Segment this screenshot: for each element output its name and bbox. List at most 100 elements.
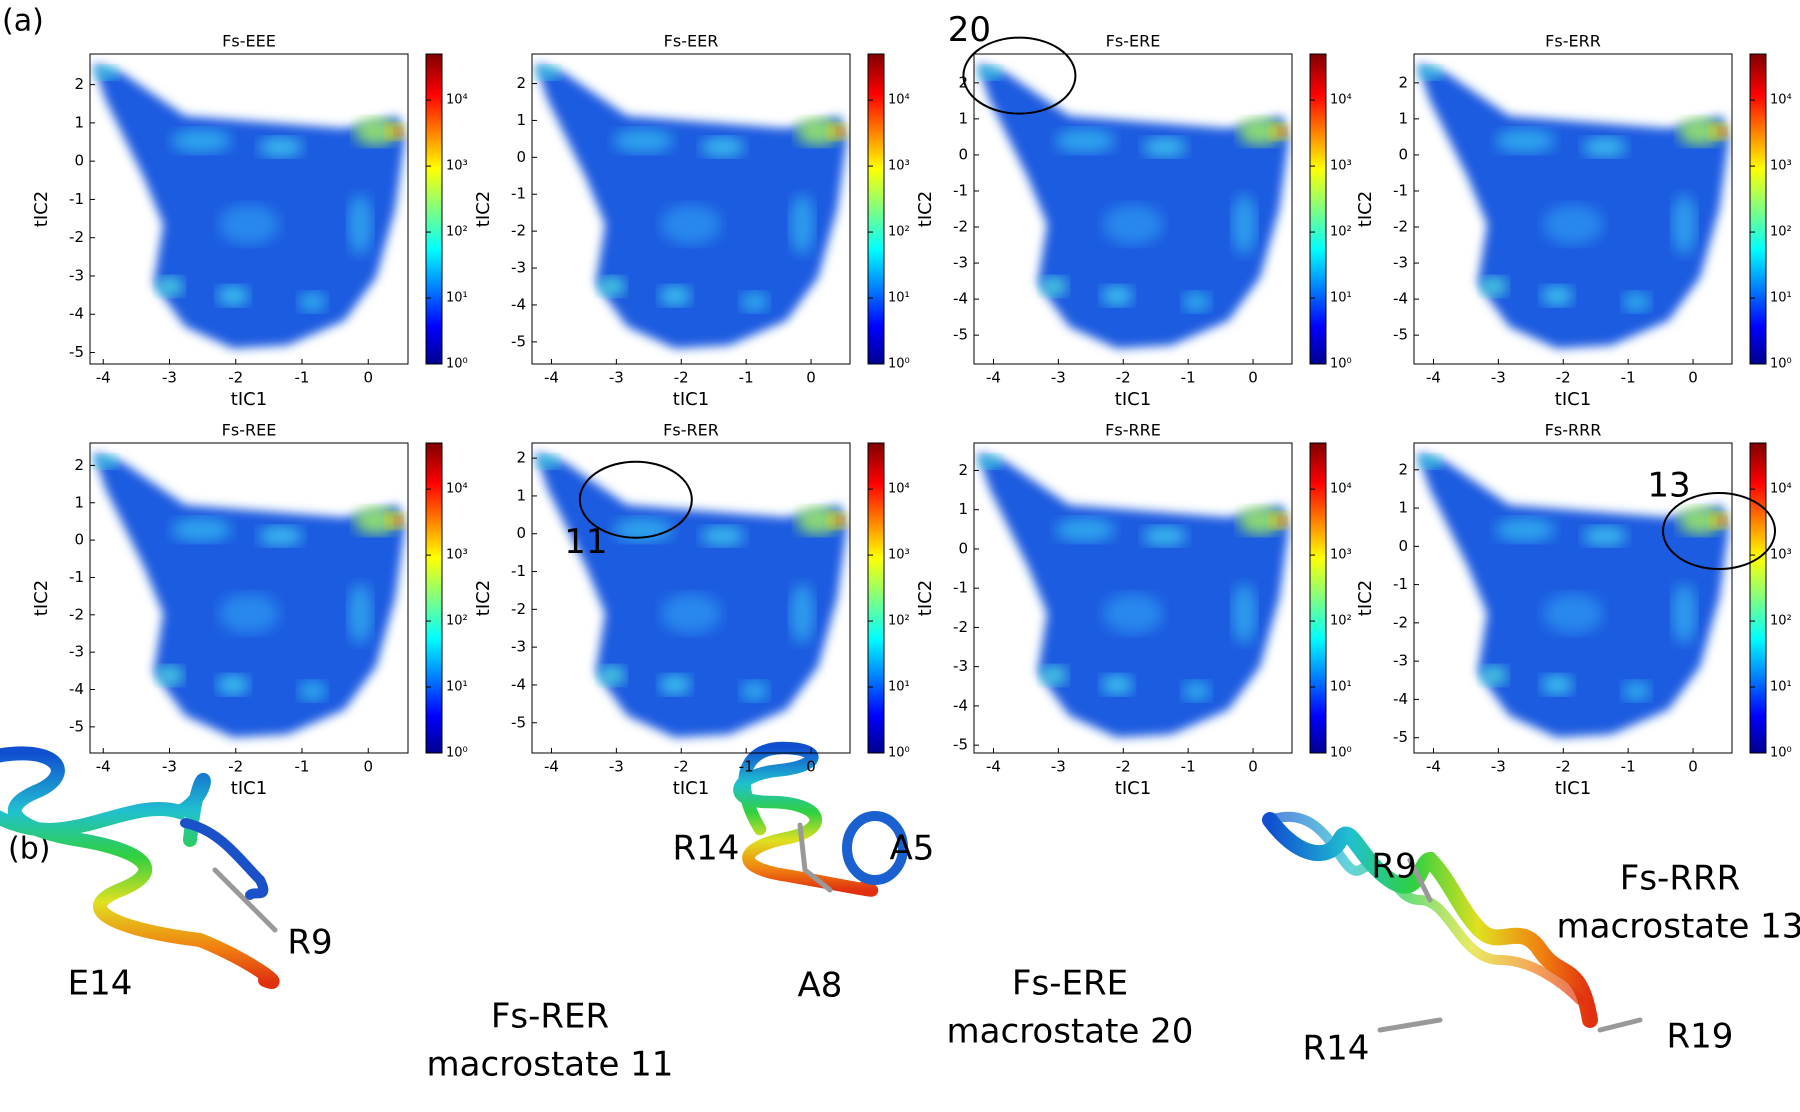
y-tick-label: -1 (511, 185, 526, 203)
colorbar-tick-label: 10² (1330, 225, 1352, 240)
density-peak (298, 292, 327, 312)
colorbar-tick-label: 10⁰ (446, 357, 468, 372)
density-peak (1543, 204, 1603, 245)
colorbar-tick-label: 10⁰ (1330, 746, 1352, 761)
density-peak (1278, 127, 1287, 136)
y-tick-label: -2 (69, 228, 84, 246)
x-tick-label: -2 (674, 369, 689, 387)
density-peak (700, 137, 745, 157)
density-peak (1479, 665, 1508, 686)
annotation-ellipse (578, 460, 693, 539)
density-peak (1582, 137, 1627, 157)
chart-title: Fs-REE (222, 421, 277, 440)
annotation-label: 13 (1647, 466, 1690, 506)
y-tick-label: 1 (958, 500, 968, 518)
y-tick-label: -5 (511, 713, 526, 731)
y-tick-label: 2 (74, 75, 84, 93)
colorbar-tick-label: 10⁰ (446, 746, 468, 761)
y-tick-label: 2 (516, 74, 526, 92)
chart-title: Fs-RRE (1105, 421, 1161, 440)
y-tick-label: 2 (74, 456, 84, 474)
annotation-ellipse (1662, 492, 1777, 571)
density-peak (659, 285, 692, 306)
density-peak (1278, 516, 1287, 525)
y-tick-label: -1 (69, 190, 84, 208)
x-tick-label: 0 (1248, 758, 1258, 776)
density-peak (977, 454, 1002, 469)
colorbar-tick-label: 10⁴ (1330, 482, 1352, 497)
chart-title: Fs-RER (663, 421, 719, 440)
density-peak (93, 454, 118, 469)
density (1417, 452, 1730, 738)
colorbar (867, 442, 885, 754)
density-peak (661, 204, 721, 245)
x-tick-label: -3 (609, 369, 624, 387)
x-tick-label: -1 (295, 369, 310, 387)
y-tick-label: -5 (69, 717, 84, 735)
x-tick-label: 0 (363, 758, 373, 776)
colorbar-tick-label: 10² (888, 614, 910, 629)
residue-label: R14 (673, 829, 740, 869)
x-tick-label: -1 (739, 369, 754, 387)
plot-frame (89, 442, 409, 754)
x-tick-label: -2 (1556, 758, 1571, 776)
x-tick-label: -1 (739, 758, 754, 776)
y-tick-label: -3 (511, 638, 526, 656)
y-tick-label: 0 (516, 524, 526, 542)
colorbar-tick-label: 10³ (888, 548, 910, 563)
y-axis-label: tIC2 (1355, 191, 1376, 227)
colorbar-tick-label: 10⁴ (1330, 93, 1352, 108)
colorbar-tick-label: 10⁰ (1770, 746, 1792, 761)
density-peak (1672, 583, 1697, 644)
colorbar-tick-label: 10⁴ (888, 482, 910, 497)
y-tick-label: -1 (511, 562, 526, 580)
y-tick-label: -2 (1393, 218, 1408, 236)
density (93, 63, 406, 349)
density-peak (171, 517, 232, 542)
plot-frame (89, 53, 409, 365)
y-tick-label: -3 (953, 254, 968, 272)
structure-subtitle: macrostate 13 (1557, 907, 1800, 947)
y-tick-label: 0 (516, 148, 526, 166)
y-tick-label: 1 (958, 109, 968, 127)
density-peak (836, 516, 845, 525)
y-tick-label: 0 (74, 152, 84, 170)
colorbar-tick-label: 10² (446, 225, 468, 240)
density-peak (659, 674, 692, 695)
x-tick-label: -4 (96, 758, 111, 776)
density-peak (354, 117, 399, 146)
density (977, 63, 1290, 349)
colorbar-tick-label: 10⁴ (888, 93, 910, 108)
y-tick-label: 1 (74, 493, 84, 511)
density-peak (1232, 194, 1257, 255)
annotation-label: 20 (948, 10, 991, 50)
density-peak (1622, 292, 1651, 312)
y-tick-label: -5 (1393, 728, 1408, 746)
density-peak (740, 681, 769, 701)
density-peak (535, 65, 560, 80)
density-peak (1142, 137, 1187, 157)
x-tick-label: -3 (609, 758, 624, 776)
density-peak (836, 127, 845, 136)
x-tick-label: -3 (162, 369, 177, 387)
density-peak (796, 506, 841, 535)
colorbar-tick-label: 10⁰ (1770, 357, 1792, 372)
x-tick-label: -4 (544, 758, 559, 776)
colorbar-tick-label: 10¹ (1330, 680, 1352, 695)
y-tick-label: 0 (958, 539, 968, 557)
chart-title: Fs-ERR (1545, 32, 1601, 51)
x-tick-label: -4 (1426, 758, 1441, 776)
y-tick-label: -2 (511, 222, 526, 240)
x-tick-label: 0 (1248, 369, 1258, 387)
density-peak (348, 583, 373, 644)
density-peak (155, 665, 184, 686)
y-tick-label: 0 (958, 145, 968, 163)
colorbar-tick-label: 10² (1770, 614, 1792, 629)
y-tick-label: 1 (1398, 109, 1408, 127)
density-peak (1678, 117, 1723, 146)
structure-illustration (0, 741, 1643, 1033)
density-peak (597, 276, 626, 297)
y-tick-label: -5 (511, 332, 526, 350)
density-peak (258, 526, 303, 546)
